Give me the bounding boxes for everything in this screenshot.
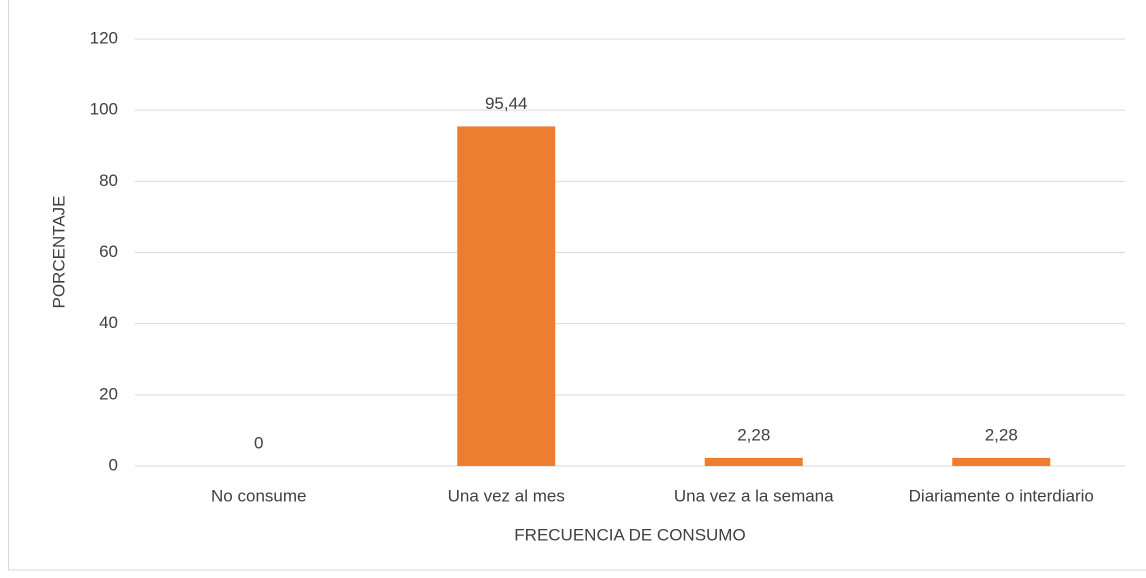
value-label: 2,28: [985, 425, 1018, 444]
bar: [457, 126, 556, 466]
y-tick-label: 120: [90, 28, 118, 47]
value-label: 0: [254, 433, 263, 452]
y-tick-label: 20: [99, 384, 118, 403]
bar: [704, 457, 803, 466]
x-tick-label: Diariamente o interdiario: [909, 486, 1094, 505]
value-label: 2,28: [737, 425, 770, 444]
x-tick-label: No consume: [211, 486, 306, 505]
x-tick-label: Una vez a la semana: [674, 486, 834, 505]
x-tick-label: Una vez al mes: [448, 486, 565, 505]
y-tick-label: 0: [109, 455, 118, 474]
y-axis-label: PORCENTAJE: [49, 195, 68, 308]
x-axis-label: FRECUENCIA DE CONSUMO: [514, 525, 745, 544]
chart-frame: [8, 0, 1146, 571]
y-tick-label: 60: [99, 242, 118, 261]
y-tick-label: 80: [99, 171, 118, 190]
bar: [952, 457, 1051, 466]
value-label: 95,44: [485, 94, 528, 113]
y-tick-label: 40: [99, 313, 118, 332]
y-tick-label: 100: [90, 100, 118, 119]
